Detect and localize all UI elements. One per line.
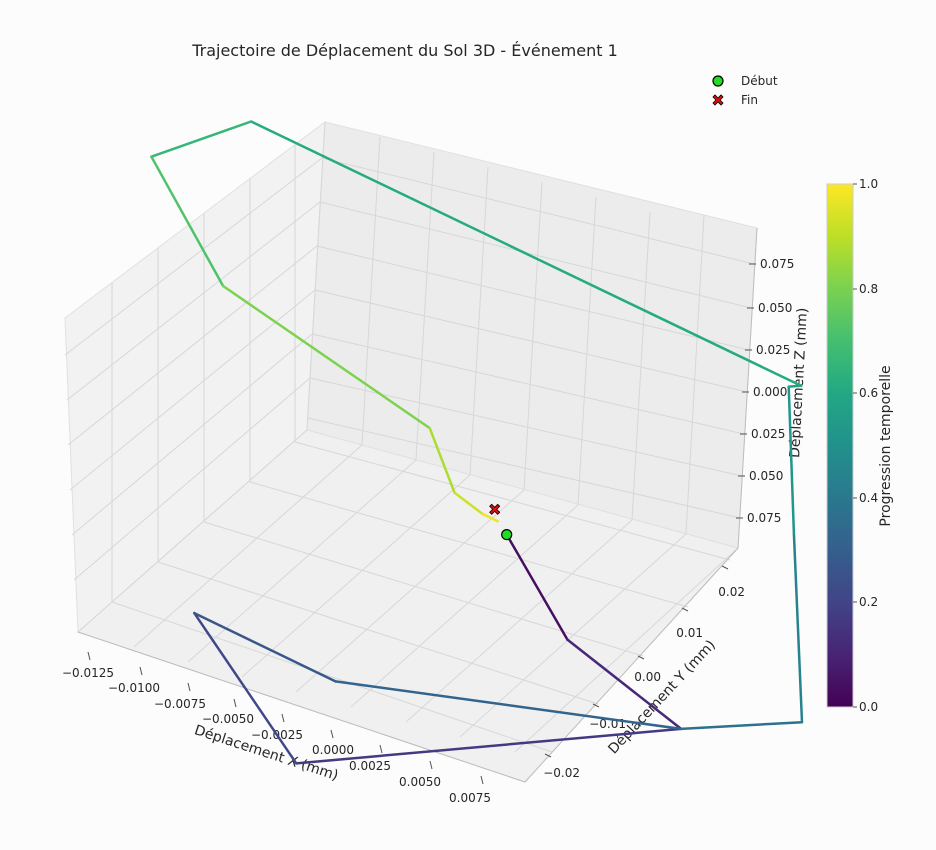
colorbar-tick-label: 0.0	[859, 700, 878, 714]
trajectory-segment	[792, 532, 804, 724]
colorbar-tick-label: 0.4	[859, 491, 878, 505]
trajectory-segment	[679, 720, 804, 731]
chart-title: Trajectoire de Déplacement du Sol 3D - É…	[191, 41, 618, 60]
trajectory-segment	[428, 426, 456, 495]
y-tick-label: 0.01	[676, 626, 703, 640]
axis-edges	[77, 227, 758, 783]
z-tick-label: 0.025	[751, 427, 785, 441]
legend-start-icon	[712, 75, 724, 87]
x-tick-label: 0.0025	[349, 759, 391, 773]
legend-end-label: Fin	[741, 93, 758, 107]
z-axis-label: Déplacement Z (mm)	[787, 307, 811, 458]
colorbar-tick-label: 0.2	[859, 595, 878, 609]
trajectory-series	[150, 120, 804, 765]
colorbar: 0.0 0.2 0.4 0.6 0.8 1.0 Progression temp…	[826, 177, 894, 714]
trajectory-segment	[221, 284, 431, 430]
x-tick-label: −0.0075	[154, 697, 206, 711]
x-tick-label: −0.0100	[108, 681, 160, 695]
z-tick-label: 0.050	[749, 469, 783, 483]
trajectory-segment	[295, 727, 683, 765]
trajectory-segment	[193, 611, 298, 765]
trajectory-segment	[787, 385, 796, 535]
y-tick-label: −0.02	[543, 766, 580, 780]
axes-panes	[64, 120, 758, 783]
trajectory-segment	[334, 680, 683, 731]
trajectory-segment	[566, 638, 683, 731]
colorbar-ticks	[853, 183, 857, 708]
colorbar-label: Progression temporelle	[878, 365, 894, 526]
legend: Début Fin	[712, 74, 778, 107]
trajectory-segment	[193, 611, 337, 683]
z-tick-label: 0.025	[756, 343, 790, 357]
trajectory-segment	[249, 120, 803, 388]
z-tick-label: 0.075	[760, 257, 794, 271]
z-tick-label: 0.000	[753, 385, 787, 399]
legend-end-icon	[712, 94, 724, 106]
x-tick-label: −0.0125	[62, 666, 114, 680]
colorbar-gradient	[826, 183, 854, 708]
trajectory-segment	[505, 533, 569, 641]
x-tick-labels: −0.0125 −0.0100 −0.0075 −0.0050 −0.0025 …	[62, 666, 491, 805]
x-tick-label: 0.0050	[399, 775, 441, 789]
tick-marks	[87, 263, 756, 785]
z-tick-labels: 0.075 0.050 0.025 0.000 0.025 0.050 0.07…	[747, 257, 794, 525]
z-tick-label: 0.075	[747, 511, 781, 525]
colorbar-tick-label: 1.0	[859, 177, 878, 191]
y-tick-label: 0.00	[634, 670, 661, 684]
x-tick-label: −0.0050	[202, 712, 254, 726]
x-tick-label: 0.0075	[449, 791, 491, 805]
colorbar-tick-label: 0.8	[859, 282, 878, 296]
trajectory-segment	[481, 512, 499, 523]
colorbar-tick-label: 0.6	[859, 386, 878, 400]
x-tick-label: 0.0000	[312, 743, 354, 757]
z-tick-label: 0.050	[758, 301, 792, 315]
y-tick-labels: −0.02 −0.01 0.00 0.01 0.02	[543, 585, 745, 780]
legend-start-label: Début	[741, 74, 778, 88]
trajectory-segment	[150, 155, 225, 288]
trajectory-segment	[150, 120, 253, 158]
y-tick-label: 0.02	[718, 585, 745, 599]
trajectory-segment	[453, 491, 484, 516]
start-marker	[501, 528, 513, 541]
end-marker	[489, 503, 501, 515]
grid-lines	[64, 121, 755, 753]
